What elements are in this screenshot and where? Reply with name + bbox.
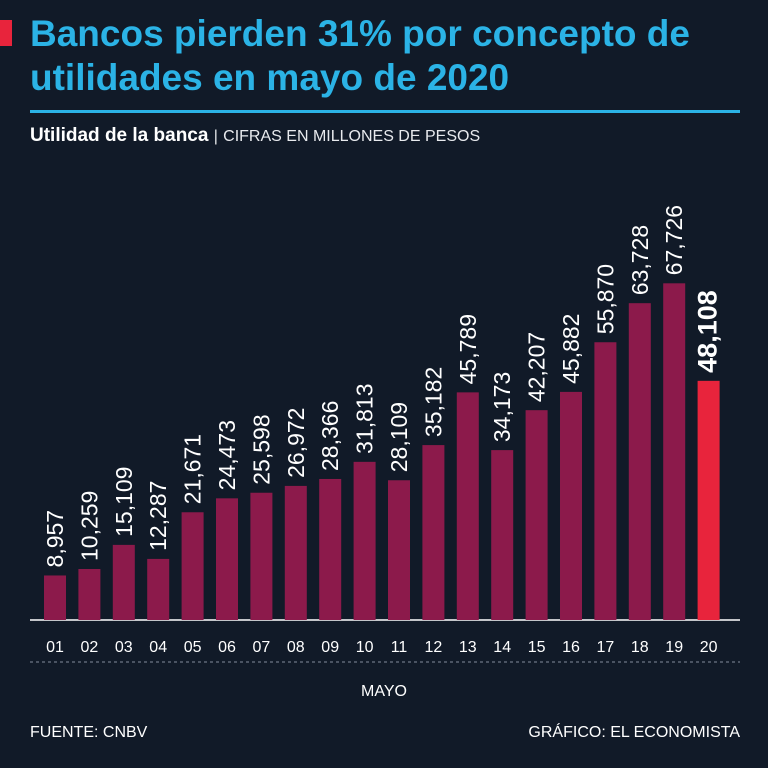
bar-14 — [491, 450, 514, 620]
x-axis-label: MAYO — [361, 683, 407, 700]
data-label-02: 10,259 — [76, 491, 102, 561]
bar-09 — [319, 478, 342, 620]
title-divider — [30, 110, 740, 113]
bar-04 — [147, 558, 170, 620]
x-tick-09: 09 — [321, 639, 339, 656]
x-tick-13: 13 — [459, 639, 477, 656]
data-label-05: 21,671 — [180, 434, 206, 504]
x-tick-19: 19 — [665, 639, 683, 656]
data-label-17: 55,870 — [592, 264, 618, 334]
data-label-09: 28,366 — [317, 401, 343, 471]
bar-12 — [422, 445, 445, 620]
bar-20 — [697, 380, 720, 620]
bar-13 — [456, 392, 479, 620]
bar-01 — [44, 575, 66, 620]
data-label-04: 12,287 — [145, 481, 171, 551]
subtitle-separator: | — [213, 128, 218, 145]
x-tick-03: 03 — [115, 639, 133, 656]
data-label-10: 31,813 — [352, 383, 378, 453]
bar-19 — [663, 283, 686, 620]
bar-03 — [112, 544, 135, 620]
data-label-08: 26,972 — [283, 408, 309, 478]
data-label-12: 35,182 — [420, 367, 446, 437]
x-tick-02: 02 — [81, 639, 99, 656]
bar-18 — [628, 303, 651, 620]
data-label-03: 15,109 — [111, 467, 137, 537]
accent-bar — [0, 20, 12, 46]
x-tick-12: 12 — [425, 639, 443, 656]
data-label-18: 63,728 — [627, 225, 653, 295]
data-label-13: 45,789 — [455, 314, 481, 384]
bar-08 — [284, 485, 307, 620]
data-label-16: 45,882 — [558, 314, 584, 384]
bar-16 — [560, 391, 582, 620]
bar-15 — [525, 410, 548, 620]
data-label-01: 8,957 — [42, 510, 68, 568]
x-tick-18: 18 — [631, 639, 649, 656]
data-label-07: 25,598 — [248, 414, 274, 484]
chart-subtitle: Utilidad de la banca | CIFRAS EN MILLONE… — [30, 125, 480, 147]
subtitle-main: Utilidad de la banca — [30, 125, 209, 146]
footer-credit: GRÁFICO: EL ECONOMISTA — [528, 724, 740, 741]
x-tick-15: 15 — [528, 639, 546, 656]
bar-11 — [388, 480, 410, 620]
x-tick-07: 07 — [253, 639, 271, 656]
data-label-15: 42,207 — [524, 332, 550, 402]
data-label-06: 24,473 — [214, 420, 240, 490]
x-tick-14: 14 — [493, 639, 511, 656]
x-tick-20: 20 — [700, 639, 718, 656]
x-tick-10: 10 — [356, 639, 374, 656]
bar-17 — [594, 342, 617, 620]
x-tick-04: 04 — [149, 639, 167, 656]
x-tick-11: 11 — [391, 639, 408, 656]
data-label-14: 34,173 — [489, 372, 515, 442]
footer-source: FUENTE: CNBV — [30, 724, 148, 741]
bar-06 — [216, 498, 238, 620]
x-tick-17: 17 — [597, 639, 615, 656]
bar-02 — [78, 568, 101, 620]
subtitle-units: CIFRAS EN MILLONES DE PESOS — [223, 128, 481, 145]
x-tick-05: 05 — [184, 639, 202, 656]
data-label-19: 67,726 — [661, 205, 687, 275]
bar-05 — [181, 512, 204, 620]
bar-10 — [353, 461, 376, 620]
x-tick-06: 06 — [218, 639, 236, 656]
bar-07 — [250, 492, 273, 620]
chart-title: Bancos pierden 31% por concepto de utili… — [30, 13, 690, 98]
data-label-20: 48,108 — [693, 290, 723, 373]
x-tick-01: 01 — [46, 639, 64, 656]
data-label-11: 28,109 — [386, 402, 412, 472]
x-tick-16: 16 — [562, 639, 580, 656]
x-tick-08: 08 — [287, 639, 305, 656]
